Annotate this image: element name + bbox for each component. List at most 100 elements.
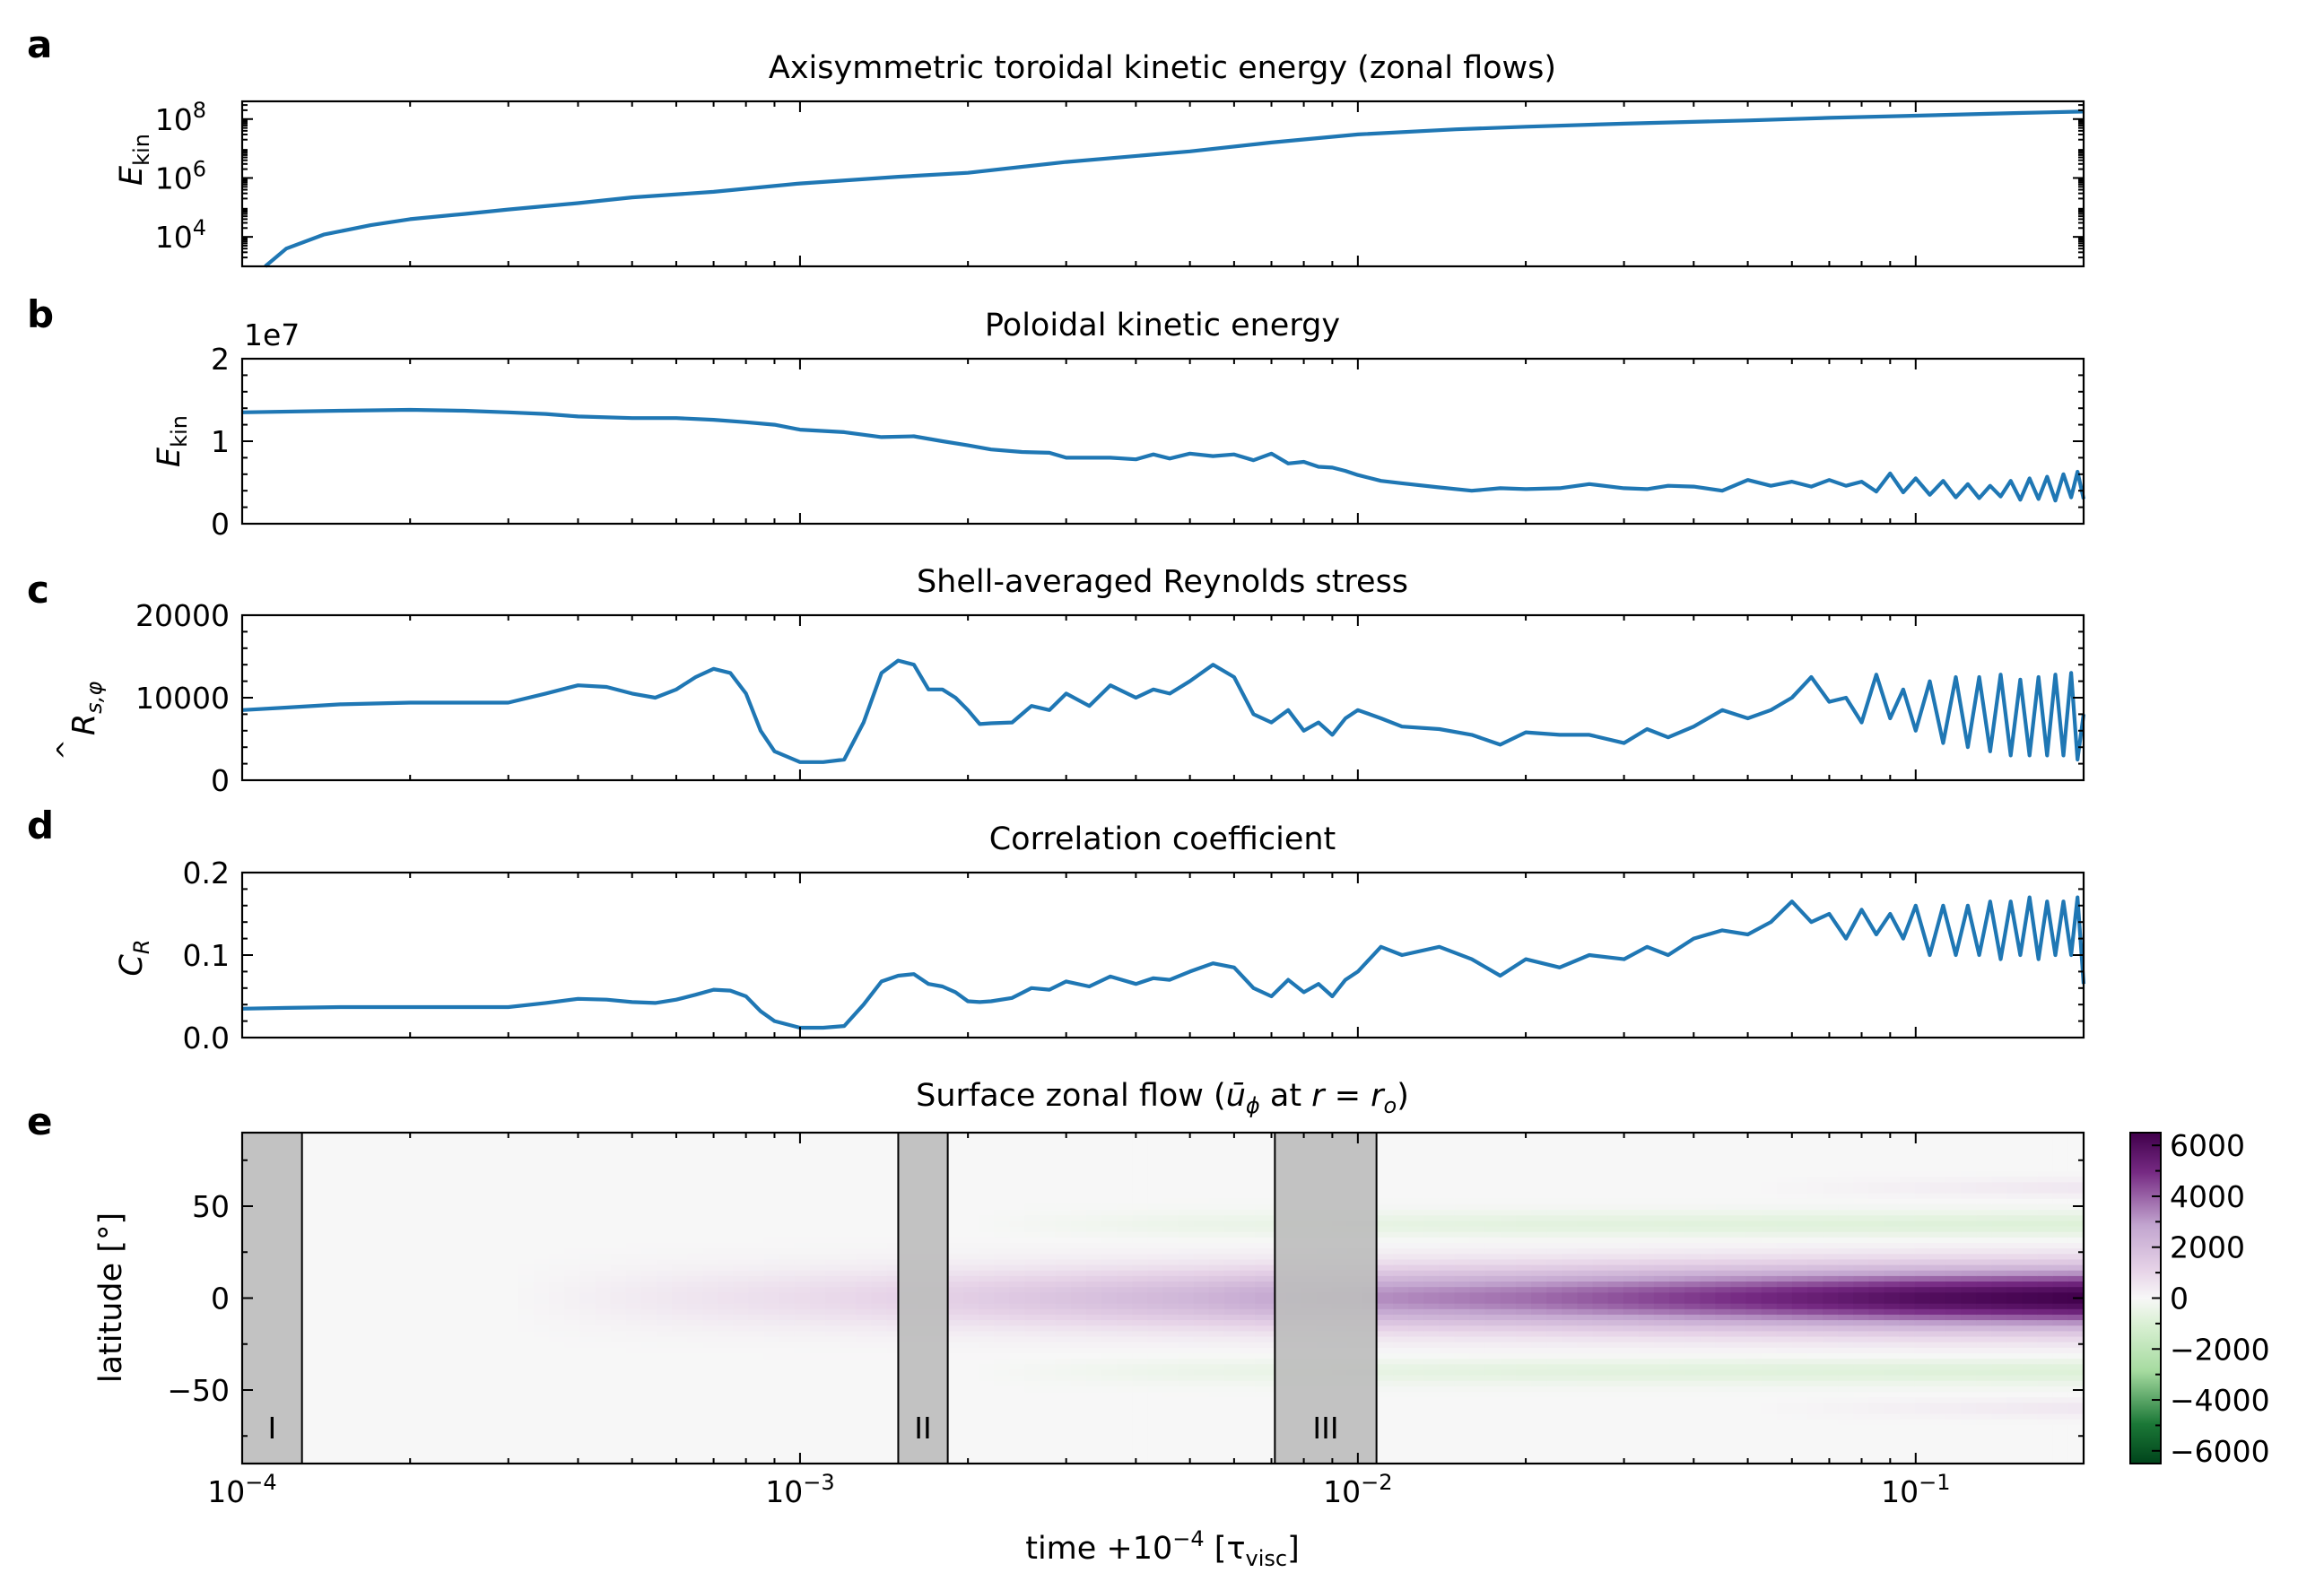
heatmap-cell — [1469, 1308, 1486, 1316]
heatmap-cell — [779, 1149, 796, 1156]
heatmap-cell — [472, 1380, 489, 1387]
heatmap-cell — [349, 1452, 366, 1459]
heatmap-cell — [1500, 1364, 1517, 1371]
heatmap-cell — [702, 1314, 718, 1321]
heatmap-cell — [411, 1254, 427, 1261]
heatmap-cell — [1439, 1452, 1456, 1459]
heatmap-cell — [779, 1275, 796, 1282]
heatmap-cell — [733, 1403, 750, 1410]
heatmap-cell — [303, 1359, 320, 1365]
heatmap-cell — [672, 1231, 688, 1238]
heatmap-cell — [502, 1203, 519, 1211]
heatmap-cell — [763, 1270, 780, 1277]
heatmap-cell — [549, 1210, 565, 1216]
heatmap-cell — [963, 1149, 979, 1156]
heatmap-cell — [610, 1237, 627, 1244]
heatmap-cell — [1162, 1380, 1179, 1387]
heatmap-cell — [1132, 1292, 1148, 1299]
heatmap-cell — [595, 1369, 612, 1377]
heatmap-cell — [625, 1408, 642, 1415]
heatmap-cell — [1255, 1154, 1271, 1161]
heatmap-cell — [518, 1353, 535, 1360]
heatmap-cell — [1024, 1397, 1041, 1403]
heatmap-cell — [625, 1364, 642, 1371]
heatmap-cell — [1454, 1298, 1471, 1305]
heatmap-cell — [502, 1413, 519, 1421]
heatmap-cell — [1500, 1165, 1517, 1172]
heatmap-cell — [1208, 1397, 1225, 1403]
heatmap-cell — [810, 1154, 826, 1161]
heatmap-cell — [1009, 1259, 1026, 1266]
heatmap-cell — [364, 1264, 381, 1272]
heatmap-cell — [303, 1259, 320, 1266]
heatmap-cell — [1117, 1386, 1133, 1393]
heatmap-cell — [549, 1198, 565, 1205]
heatmap-cell — [334, 1243, 351, 1249]
heatmap-cell — [763, 1447, 780, 1454]
heatmap-cell — [595, 1408, 612, 1415]
heatmap-cell — [702, 1430, 718, 1437]
heatmap-cell — [411, 1331, 427, 1338]
panel-b-ylabel: Ekin — [152, 415, 192, 467]
heatmap-cell — [1223, 1320, 1240, 1326]
heatmap-cell — [1085, 1303, 1102, 1310]
heatmap-cell — [947, 1259, 964, 1266]
heatmap-cell — [656, 1292, 673, 1299]
heatmap-cell — [579, 1386, 596, 1393]
heatmap-cell — [810, 1177, 826, 1183]
heatmap-cell — [318, 1193, 335, 1200]
heatmap-cell — [687, 1424, 703, 1431]
heatmap-cell — [472, 1308, 489, 1316]
heatmap-cell — [1240, 1171, 1256, 1177]
heatmap-cell — [396, 1447, 412, 1454]
heatmap-cell — [396, 1243, 412, 1249]
heatmap-cell — [411, 1210, 427, 1216]
heatmap-cell — [472, 1254, 489, 1261]
heatmap-cell — [610, 1298, 627, 1305]
heatmap-cell — [763, 1226, 780, 1233]
heatmap-cell — [303, 1282, 320, 1288]
heatmap-cell — [718, 1424, 735, 1431]
heatmap-cell — [656, 1154, 673, 1161]
heatmap-cell — [1378, 1325, 1394, 1332]
heatmap-cell — [1408, 1441, 1424, 1448]
heatmap-cell — [1147, 1248, 1164, 1255]
heatmap-cell — [1178, 1392, 1195, 1398]
heatmap-cell — [1070, 1436, 1087, 1442]
heatmap-cell — [1085, 1138, 1102, 1144]
heatmap-cell — [1009, 1452, 1026, 1459]
heatmap-cell — [886, 1149, 903, 1156]
heatmap-cell — [640, 1430, 657, 1437]
heatmap-cell — [1117, 1424, 1133, 1431]
heatmap-cell — [1055, 1325, 1072, 1332]
heatmap-cell — [549, 1331, 565, 1338]
heatmap-cell — [1240, 1221, 1256, 1228]
heatmap-cell — [1055, 1133, 1072, 1139]
heatmap-cell — [1484, 1430, 1501, 1437]
heatmap-cell — [487, 1143, 504, 1151]
heatmap-cell — [810, 1457, 826, 1464]
heatmap-cell — [1378, 1397, 1394, 1403]
heatmap-cell — [1070, 1331, 1087, 1338]
heatmap-cell — [1255, 1237, 1271, 1244]
heatmap-cell — [1101, 1436, 1118, 1442]
heatmap-cell — [625, 1193, 642, 1200]
heatmap-cell — [610, 1259, 627, 1266]
heatmap-cell — [518, 1143, 535, 1151]
heatmap-cell — [1101, 1403, 1118, 1410]
heatmap-cell — [886, 1198, 903, 1205]
heatmap-cell — [534, 1287, 550, 1293]
heatmap-cell — [871, 1419, 888, 1426]
heatmap-cell — [1178, 1336, 1195, 1343]
ylabel-symbol: C — [114, 954, 150, 977]
heatmap-cell — [1070, 1203, 1087, 1211]
heatmap-cell — [856, 1364, 873, 1371]
heatmap-cell — [994, 1264, 1011, 1272]
heatmap-cell — [1393, 1413, 1409, 1421]
heatmap-cell — [534, 1165, 550, 1172]
heatmap-cell — [1255, 1336, 1271, 1343]
heatmap-cell — [487, 1177, 504, 1183]
heatmap-cell — [1240, 1430, 1256, 1437]
heatmap-cell — [1484, 1143, 1501, 1151]
heatmap-cell — [441, 1424, 458, 1431]
